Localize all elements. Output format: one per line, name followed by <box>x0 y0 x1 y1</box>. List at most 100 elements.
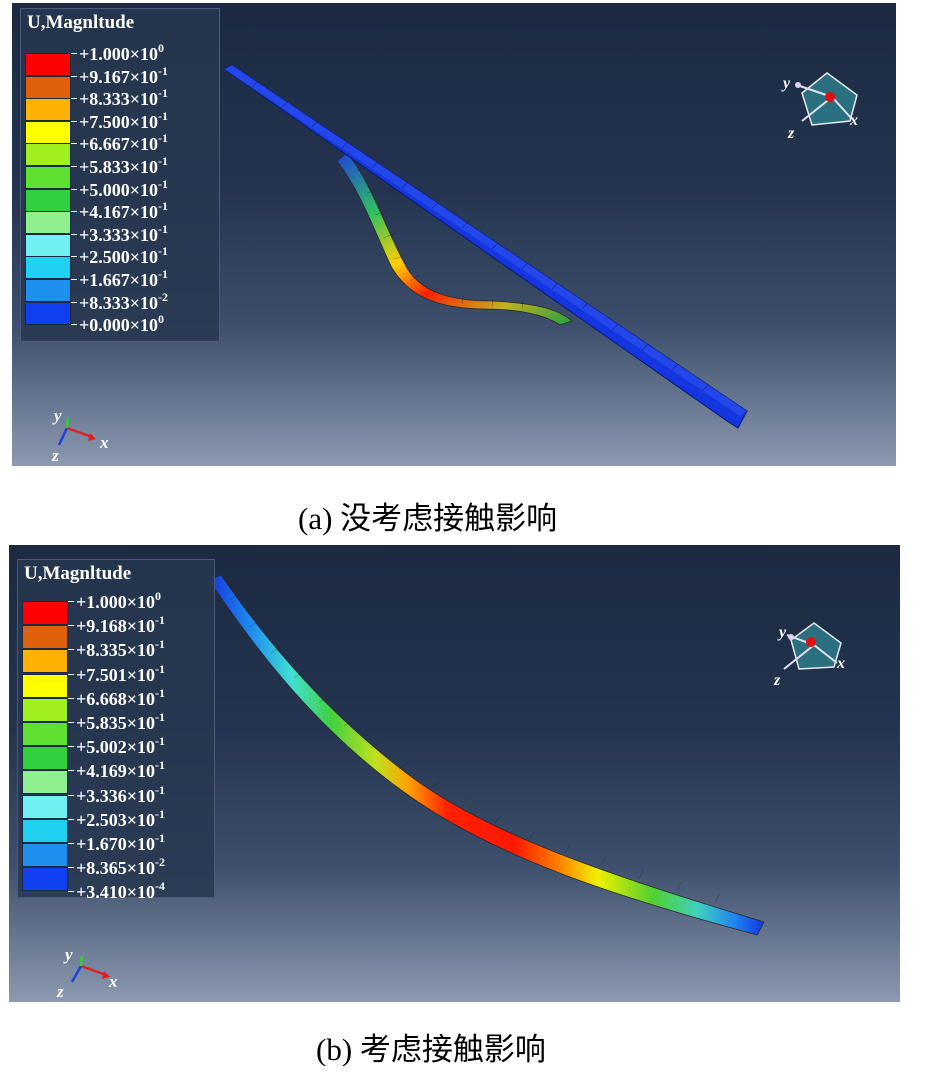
triad-z-label: z <box>51 446 59 465</box>
legend-tick <box>71 120 77 122</box>
legend-tick <box>68 746 74 748</box>
legend-color-box <box>25 53 71 76</box>
legend-value: +0.000×100 <box>79 312 165 336</box>
legend-color-box <box>25 166 71 189</box>
legend-value: +6.667×10-1 <box>79 131 169 155</box>
legend-tick <box>68 722 74 723</box>
view-z-label: z <box>787 125 795 142</box>
legend-color-box <box>22 746 68 771</box>
legend-color-box <box>22 697 68 722</box>
legend-value: +1.670×10-1 <box>76 831 166 854</box>
view-y-label: y <box>781 75 791 92</box>
view-x-label: x <box>836 655 845 672</box>
legend-color-box <box>22 649 68 674</box>
legend-color-box <box>25 75 71 99</box>
legend-tick <box>68 843 74 844</box>
legend-value: +6.668×10-1 <box>76 685 166 709</box>
legend-tick <box>68 697 74 699</box>
legend-tick <box>71 75 77 77</box>
legend-value: +5.002×10-1 <box>76 734 166 758</box>
view-z-label: z <box>773 672 781 689</box>
legend-tick <box>71 211 77 213</box>
view-cube-b: y x z <box>773 622 845 689</box>
triad-y-label: y <box>63 945 73 964</box>
legend-tick <box>71 188 77 190</box>
legend-value: +7.500×10-1 <box>79 108 169 132</box>
legend-value: +8.335×10-1 <box>76 637 166 661</box>
legend-value: +1.667×10-1 <box>79 267 169 290</box>
legend-color-box <box>22 722 68 746</box>
legend-color-box <box>25 120 71 144</box>
legend-color-box <box>22 601 68 625</box>
legend-color-box <box>25 301 71 325</box>
legend-value: +1.000×100 <box>79 41 165 64</box>
beam-model-a: x y z y x z <box>51 64 858 465</box>
legend-tick <box>71 53 77 54</box>
legend-value: +2.500×10-1 <box>79 244 169 268</box>
legend-tick <box>71 143 77 145</box>
legend-color-box <box>22 673 68 698</box>
caption-a: (a) 没考虑接触影响 <box>298 501 558 536</box>
legend-value: +1.000×100 <box>76 589 162 612</box>
legend-tick <box>68 891 74 893</box>
legend-color-box <box>22 843 68 867</box>
legend-tick <box>68 770 74 772</box>
legend-color-box <box>25 188 71 212</box>
legend-value: +3.336×10-1 <box>76 782 166 806</box>
legend-value: +4.169×10-1 <box>76 758 166 782</box>
legend-tick <box>71 256 77 258</box>
legend-value: +2.503×10-1 <box>76 806 166 830</box>
legend-tick <box>71 301 77 303</box>
beam-model-b: x y z y x z <box>56 574 845 1001</box>
legend-value: +5.000×10-1 <box>79 176 169 200</box>
legend-tick <box>71 279 77 280</box>
legend-value: +5.835×10-1 <box>76 710 166 733</box>
legend-color-box <box>22 625 68 650</box>
legend-value: +9.167×10-1 <box>79 63 169 87</box>
legend-color-box <box>25 279 71 302</box>
legend-value: +4.167×10-1 <box>79 199 169 223</box>
legend-tick <box>68 794 74 796</box>
view-x-label: x <box>849 112 858 129</box>
legend-tick <box>71 324 77 326</box>
legend-value: +5.833×10-1 <box>79 154 169 177</box>
deformed-beam-b <box>208 574 765 936</box>
legend-tick <box>68 818 74 820</box>
contour-legend-a: U,Magnltude +1.000×100 +9.167×10-1 +8.333×… <box>20 8 220 342</box>
view-y-label: y <box>777 624 787 641</box>
legend-tick <box>71 166 77 167</box>
legend-title: U,Magnltude <box>27 12 135 33</box>
legend-tick <box>68 673 74 675</box>
legend-color-box <box>25 98 71 122</box>
contour-plot-panel-b: x y z y x z U,Magnltude +1.000×100 +9.168… <box>9 545 900 1002</box>
legend-value: +3.333×10-1 <box>79 221 169 245</box>
legend-value: +8.365×10-2 <box>76 855 166 879</box>
legend-color-box <box>22 770 68 795</box>
legend-color-box <box>25 143 71 167</box>
view-cube-a: y x z <box>781 72 858 142</box>
legend-color-box <box>22 794 68 819</box>
legend-value: +7.501×10-1 <box>76 661 166 685</box>
triad-y-label: y <box>52 406 62 425</box>
legend-tick <box>68 867 74 869</box>
legend-tick <box>68 601 74 602</box>
legend-color-box <box>22 867 68 892</box>
triad-z-label: z <box>56 982 64 1001</box>
coordinate-triad-a: x y z <box>51 406 109 465</box>
legend-tick <box>71 233 77 235</box>
legend-color-box <box>22 818 68 843</box>
deformed-beam-a <box>336 152 573 326</box>
legend-color-box <box>25 256 71 280</box>
caption-b: (b) 考虑接触影响 <box>316 1032 546 1067</box>
legend-value: +3.410×10-4 <box>76 879 166 903</box>
contour-plot-panel-a: x y z y x z U,Magnltude +1.000×100 +9.167… <box>12 3 896 466</box>
triad-x-label: x <box>99 433 109 452</box>
legend-value: +8.333×10-2 <box>79 289 169 313</box>
triad-x-label: x <box>108 972 118 991</box>
legend-value: +9.168×10-1 <box>76 613 166 637</box>
legend-tick <box>68 625 74 627</box>
legend-tick <box>68 649 74 651</box>
legend-tick <box>71 98 77 100</box>
legend-value: +8.333×10-1 <box>79 86 169 110</box>
legend-color-box <box>25 211 71 235</box>
